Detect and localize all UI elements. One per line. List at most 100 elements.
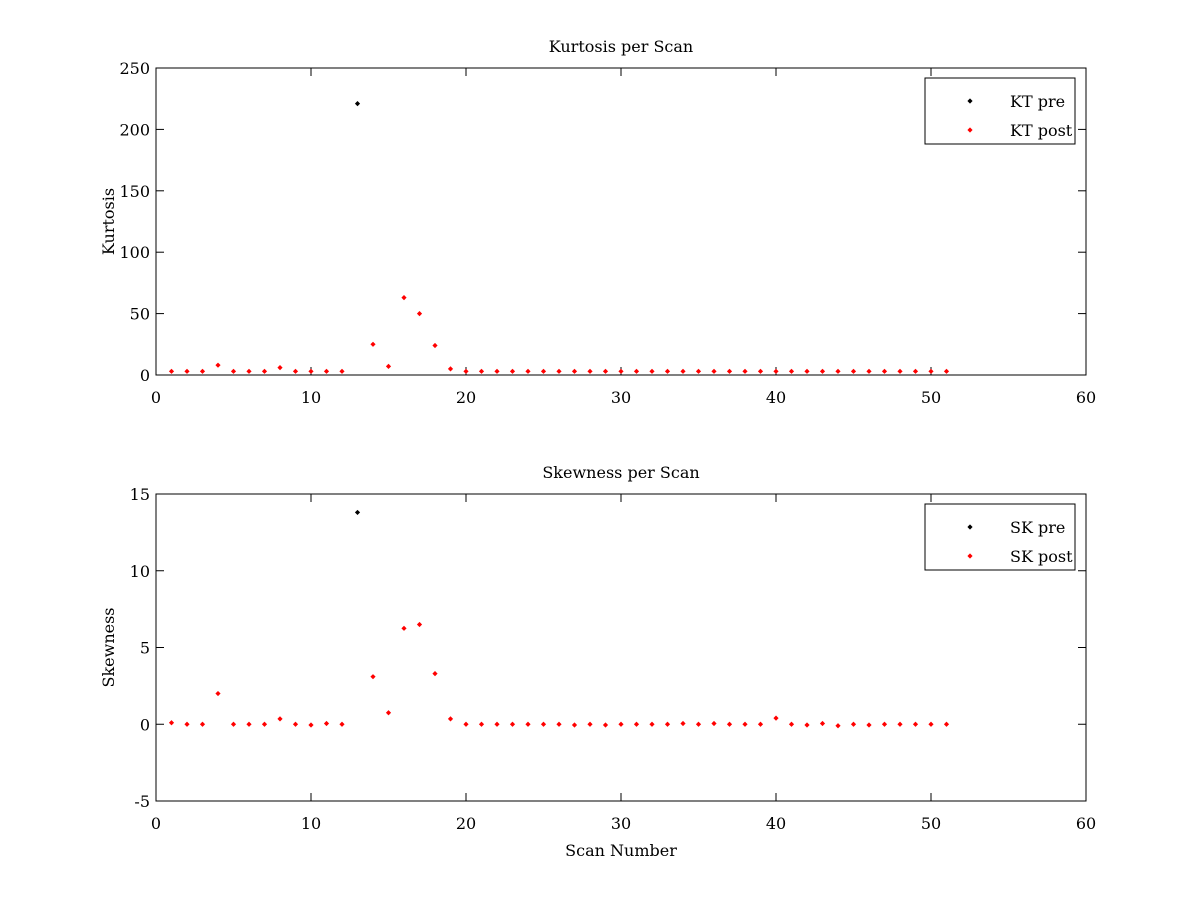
chart-0-xtick-label: 60 (1076, 388, 1096, 407)
chart-0-series-1-point (509, 368, 516, 374)
chart-0-series-1-point (277, 365, 283, 371)
chart-0-xtick-label: 30 (611, 388, 631, 407)
chart-0-series-1-point (680, 368, 686, 374)
chart-1-series-1-point (866, 722, 872, 728)
chart-0-series-1-point (866, 368, 872, 374)
chart-0-series-1-point (556, 368, 562, 374)
chart-0-series-1-point (773, 368, 779, 374)
chart-0-series-1-point (525, 368, 531, 374)
chart-0-legend-label-0: KT pre (1010, 92, 1065, 111)
chart-1-series-1-point (835, 723, 841, 729)
chart-0-ytick-label: 250 (119, 59, 150, 78)
chart-0-series-1-point (726, 368, 733, 374)
chart-1-series-0-point (354, 509, 361, 516)
chart-1-ylabel: Skewness (99, 607, 118, 687)
chart-0-series-1-point (370, 341, 376, 347)
chart-0-series-1-point (308, 368, 314, 374)
chart-1-series-1-point (649, 721, 655, 727)
chart-1-series-1-point (912, 721, 919, 727)
chart-1-series-1-point (494, 721, 500, 727)
chart-0-title: Kurtosis per Scan (549, 37, 693, 56)
chart-1-xtick-label: 40 (766, 814, 786, 833)
chart-1-series-1-point (757, 721, 764, 727)
chart-1-series-1-point (928, 721, 934, 727)
chart-1-series-1-point (711, 720, 717, 727)
chart-0-xtick-label: 50 (921, 388, 941, 407)
chart-0-series-1-point (819, 368, 826, 374)
chart-0-series-1-point (401, 295, 407, 301)
chart-0-legend-box (924, 77, 1076, 145)
chart-0-series-1-point (261, 368, 268, 374)
chart-1-series-1-point (432, 670, 438, 677)
chart-0-series-1-point (571, 368, 578, 374)
chart-0-series-1-point (649, 368, 655, 374)
chart-0-ytick-label: 100 (119, 243, 150, 262)
chart-1-series-1-point (168, 720, 175, 726)
chart-0-series-0-point (354, 101, 361, 107)
chart-1-ytick-label: 0 (140, 715, 150, 734)
chart-0-series-1-point (881, 368, 888, 374)
chart-1-series-1-point (850, 721, 857, 727)
chart-0-series-1-point (494, 368, 500, 374)
chart-0-ylabel: Kurtosis (99, 188, 118, 255)
chart-1-series-1-point (602, 722, 609, 728)
chart-0-series-1-point (850, 368, 857, 374)
chart-1-series-1-point (478, 721, 485, 727)
chart-1-series-1-point (246, 721, 252, 727)
chart-1-series-1-point (788, 721, 795, 727)
chart-0-ytick-label: 0 (140, 366, 150, 385)
chart-0-xtick-label: 0 (151, 388, 161, 407)
chart-1-series-1-point (587, 721, 593, 727)
chart-1-series-1-point (664, 721, 671, 727)
kurtosis-panel: Kurtosis per Scan 0 10 20 30 40 50 60 0 50 100 150 2… (99, 37, 1096, 407)
chart-0-ytick-label: 200 (119, 120, 150, 139)
chart-1-series-1-point (230, 721, 237, 727)
chart-1-ytick-label: -5 (134, 792, 150, 811)
chart-0-series-1-point (912, 368, 919, 374)
chart-0-series-1-point (246, 368, 252, 374)
chart-1-series-1-point (447, 716, 454, 722)
chart-1-series-1-point (339, 721, 345, 727)
chart-0-series-1-point (292, 368, 299, 374)
chart-1-series-1-point (323, 720, 330, 727)
chart-1-legend-marker-1 (967, 553, 973, 559)
chart-1-series-1-point (416, 621, 423, 628)
chart-0-series-1-point (602, 368, 609, 374)
chart-0-series-1-point (230, 368, 237, 374)
chart-0-series-1-point (633, 368, 640, 374)
chart-0-series-1-point (618, 368, 624, 374)
chart-1-series-1-point (571, 722, 578, 728)
chart-1-series-1-point (773, 715, 779, 721)
chart-1-ytick-label: 10 (130, 562, 150, 581)
chart-1-xlabel: Scan Number (565, 841, 677, 860)
chart-0-series-1-point (742, 368, 748, 374)
chart-1-legend: SK pre SK post (924, 503, 1076, 571)
chart-0-series-1-point (711, 368, 717, 374)
chart-1-series-1-point (261, 721, 268, 727)
chart-1-series-1-point (509, 721, 516, 727)
chart-0-series-1-point (943, 368, 950, 374)
chart-1-legend-label-0: SK pre (1010, 518, 1065, 537)
chart-1-legend-marker-0 (967, 524, 973, 530)
chart-0-series-1-point (897, 368, 903, 374)
chart-1-series-1-point (695, 721, 702, 727)
chart-1-ytick-label: 15 (130, 485, 150, 504)
chart-0-series-1-point (416, 311, 423, 317)
chart-1-series-1-point (633, 721, 640, 727)
chart-0-xtick-label: 10 (301, 388, 321, 407)
chart-1-xtick-label: 30 (611, 814, 631, 833)
chart-1-series-1-point (881, 721, 888, 727)
chart-1-series-1-point (401, 625, 407, 631)
chart-1-series-1-point (385, 710, 392, 716)
chart-1-ytick-label: 5 (140, 639, 150, 658)
chart-0-series-1-point (804, 368, 810, 374)
chart-0-series-1-point (695, 368, 702, 374)
chart-0-ytick-label: 150 (119, 182, 150, 201)
chart-1-xtick-label: 10 (301, 814, 321, 833)
chart-1-series-1-point (525, 721, 531, 727)
chart-1-xtick-label: 20 (456, 814, 476, 833)
chart-1-legend-box (924, 503, 1076, 571)
